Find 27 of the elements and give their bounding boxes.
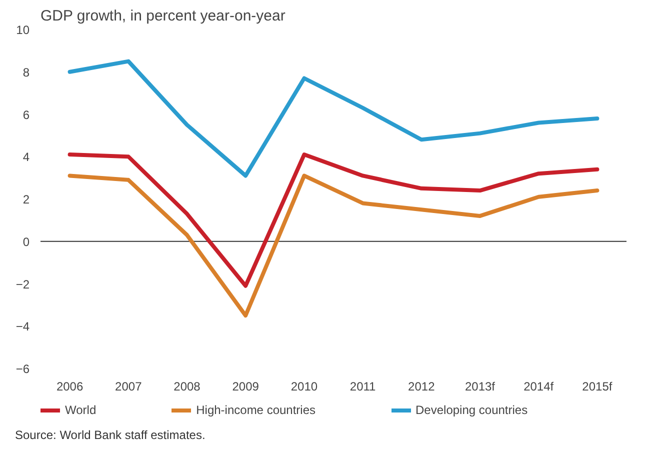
x-tick-label: 2014f <box>524 380 554 394</box>
y-tick-label: 4 <box>22 150 30 164</box>
x-tick-label: 2010 <box>290 380 318 394</box>
y-tick-label: 8 <box>22 65 30 80</box>
x-tick-label: 2015f <box>582 380 613 394</box>
y-tick-label: −2 <box>16 277 30 292</box>
chart-title: GDP growth, in percent year-on-year <box>40 8 286 24</box>
x-tick-label: 2007 <box>115 380 142 394</box>
line-series <box>68 174 600 318</box>
y-tick-label: 10 <box>16 23 30 37</box>
legend-label: Developing countries <box>416 403 528 417</box>
source-note: Source: World Bank staff estimates. <box>15 427 206 444</box>
x-tick-label: 2011 <box>350 380 376 394</box>
line-series <box>68 59 600 178</box>
legend-label: World <box>65 403 96 417</box>
y-tick-label: 0 <box>22 234 30 249</box>
x-tick-label: 2012 <box>408 380 436 394</box>
y-tick-label: 2 <box>22 192 30 206</box>
x-tick-label: 2006 <box>56 380 84 394</box>
legend-label: High-income countries <box>196 403 316 417</box>
x-tick-label: 2009 <box>232 380 260 394</box>
y-tick-label: −4 <box>16 320 30 334</box>
y-tick-label: 6 <box>22 108 30 122</box>
y-tick-label: −6 <box>16 362 30 376</box>
x-tick-label: 2013f <box>464 380 496 394</box>
x-tick-label: 2008 <box>174 380 201 394</box>
line-series <box>68 152 600 288</box>
